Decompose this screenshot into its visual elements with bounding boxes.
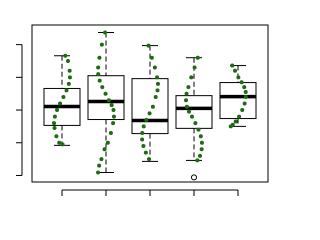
data-point bbox=[99, 157, 104, 162]
data-point bbox=[99, 42, 104, 47]
data-point bbox=[97, 55, 102, 60]
data-point bbox=[65, 58, 70, 63]
data-point bbox=[105, 140, 110, 145]
data-point bbox=[196, 127, 201, 132]
data-point bbox=[237, 114, 242, 119]
data-point bbox=[144, 117, 149, 122]
plot-frame bbox=[31, 24, 269, 183]
data-point bbox=[198, 134, 203, 139]
data-point bbox=[141, 124, 146, 129]
data-point bbox=[228, 124, 233, 129]
data-point bbox=[108, 130, 113, 135]
data-point bbox=[147, 157, 152, 162]
data-point bbox=[184, 104, 189, 109]
data-point bbox=[147, 111, 152, 116]
data-point bbox=[192, 65, 197, 70]
data-point bbox=[67, 68, 72, 73]
data-point bbox=[55, 108, 60, 113]
data-point bbox=[146, 43, 151, 48]
data-point bbox=[140, 137, 145, 142]
data-point bbox=[155, 88, 160, 93]
data-point bbox=[233, 119, 238, 124]
data-point bbox=[97, 163, 102, 168]
data-point bbox=[242, 85, 247, 90]
data-point bbox=[96, 65, 101, 70]
data-point bbox=[61, 94, 66, 99]
data-point bbox=[100, 85, 105, 90]
data-point bbox=[243, 90, 248, 95]
box bbox=[175, 95, 213, 129]
data-point bbox=[52, 114, 57, 119]
data-point bbox=[184, 91, 189, 96]
data-point bbox=[239, 80, 244, 85]
data-point bbox=[187, 109, 192, 114]
data-point bbox=[52, 121, 57, 126]
data-point bbox=[199, 147, 204, 152]
data-point bbox=[111, 121, 116, 126]
data-point bbox=[141, 144, 146, 149]
data-point bbox=[150, 104, 155, 109]
data-point bbox=[198, 153, 203, 158]
data-point bbox=[186, 85, 191, 90]
data-point bbox=[109, 103, 114, 108]
data-point bbox=[233, 68, 238, 73]
data-point bbox=[195, 55, 200, 60]
data-point bbox=[193, 121, 198, 126]
data-point bbox=[152, 65, 157, 70]
data-point bbox=[96, 72, 101, 77]
data-point bbox=[111, 108, 116, 113]
chart bbox=[16, 24, 269, 196]
data-point bbox=[155, 81, 160, 86]
data-point bbox=[96, 170, 101, 175]
data-point bbox=[52, 126, 57, 131]
data-point bbox=[64, 88, 69, 93]
data-point bbox=[199, 140, 204, 145]
data-point bbox=[66, 81, 71, 86]
data-point bbox=[60, 142, 65, 147]
data-point bbox=[57, 140, 62, 145]
data-point bbox=[149, 55, 154, 60]
box bbox=[87, 75, 125, 121]
data-point bbox=[58, 101, 63, 106]
data-point bbox=[111, 114, 116, 119]
page: (() => { const data = JSON.parse(documen… bbox=[16, 24, 269, 196]
data-point bbox=[190, 114, 195, 119]
outlier bbox=[191, 174, 197, 181]
data-point bbox=[143, 150, 148, 155]
data-point bbox=[240, 108, 245, 113]
data-point bbox=[230, 63, 235, 68]
data-point bbox=[195, 158, 200, 163]
data-point bbox=[242, 101, 247, 106]
data-point bbox=[103, 91, 108, 96]
data-point bbox=[97, 78, 102, 83]
data-point bbox=[184, 98, 189, 103]
data-point bbox=[54, 134, 59, 139]
data-point bbox=[103, 30, 108, 35]
data-point bbox=[67, 75, 72, 80]
data-point bbox=[189, 75, 194, 80]
box bbox=[131, 78, 169, 135]
data-point bbox=[153, 94, 158, 99]
box bbox=[219, 82, 257, 120]
data-point bbox=[236, 75, 241, 80]
data-point bbox=[140, 130, 145, 135]
data-point bbox=[155, 75, 160, 80]
data-point bbox=[63, 53, 68, 58]
data-point bbox=[106, 98, 111, 103]
data-point bbox=[243, 94, 248, 99]
data-point bbox=[102, 147, 107, 152]
